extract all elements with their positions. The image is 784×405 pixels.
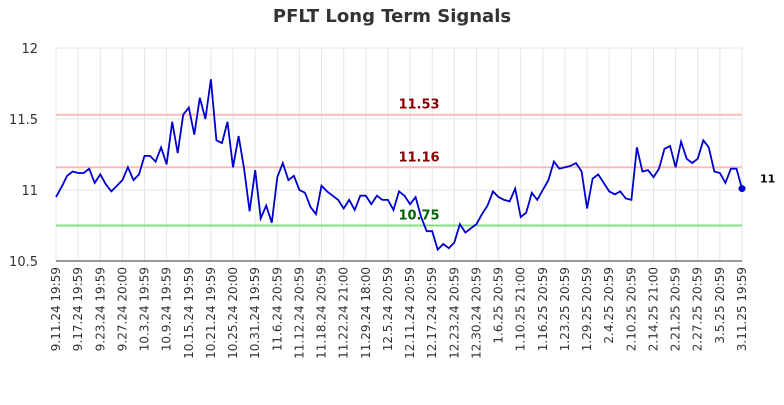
x-tick-label: 9.27.24 20:00 (115, 267, 129, 351)
x-tick-label: 2.21.25 20:59 (669, 267, 683, 351)
x-tick-label: 2.4.25 20:59 (602, 267, 616, 344)
x-tick-label: 9.17.24 19:59 (71, 267, 85, 351)
chart-title: PFLT Long Term Signals (272, 6, 512, 27)
x-tick-label: 2.10.25 20:59 (624, 267, 638, 351)
reference-line-label: 11.16 (398, 150, 439, 165)
x-tick-label: 10.31.24 19:59 (248, 267, 262, 359)
x-tick-label: 11.22.24 21:00 (337, 267, 351, 359)
y-tick-label: 12 (21, 42, 38, 57)
reference-line-label: 10.75 (398, 209, 439, 224)
y-tick-label: 11.5 (9, 113, 38, 128)
x-tick-label: 9.23.24 19:59 (93, 267, 107, 351)
x-tick-label: 10.3.24 19:59 (138, 267, 152, 351)
x-tick-label: 1.29.25 20:59 (580, 267, 594, 351)
x-tick-label: 10.21.24 19:59 (204, 267, 218, 359)
price-line (55, 79, 743, 252)
x-tick-label: 12.23.24 20:59 (447, 267, 461, 359)
reference-line-label: 11.53 (398, 98, 439, 113)
y-tick-label: 10.5 (9, 255, 38, 270)
x-tick-label: 10.25.24 20:00 (226, 267, 240, 359)
last-value-label: 11 (760, 173, 775, 186)
x-tick-label: 3.11.25 19:59 (735, 267, 749, 351)
x-tick-label: 11.6.24 20:59 (270, 267, 284, 351)
x-tick-label: 2.27.25 20:59 (691, 267, 705, 351)
x-tick-label: 10.9.24 19:59 (160, 267, 174, 351)
x-tick-label: 11.29.24 18:00 (359, 267, 373, 359)
x-tick-label: 11.12.24 20:59 (292, 267, 306, 359)
x-tick-label: 10.15.24 19:59 (182, 267, 196, 359)
y-tick-label: 11 (21, 184, 38, 199)
x-tick-label: 12.5.24 20:59 (381, 267, 395, 351)
x-tick-label: 9.11.24 19:59 (49, 267, 63, 351)
last-value-marker (738, 185, 746, 193)
x-tick-label: 1.6.25 20:59 (492, 267, 506, 344)
x-tick-label: 1.23.25 20:59 (558, 267, 572, 351)
x-tick-label: 12.11.24 20:59 (403, 267, 417, 359)
x-tick-label: 11.18.24 20:59 (315, 267, 329, 359)
x-tick-label: 1.10.25 21:00 (514, 267, 528, 351)
x-tick-label: 1.16.25 20:59 (536, 267, 550, 351)
x-tick-label: 2.14.25 21:00 (646, 267, 660, 351)
x-tick-label: 12.17.24 20:59 (425, 267, 439, 359)
x-tick-label: 3.5.25 20:59 (713, 267, 727, 344)
x-tick-label: 12.30.24 20:59 (469, 267, 483, 359)
